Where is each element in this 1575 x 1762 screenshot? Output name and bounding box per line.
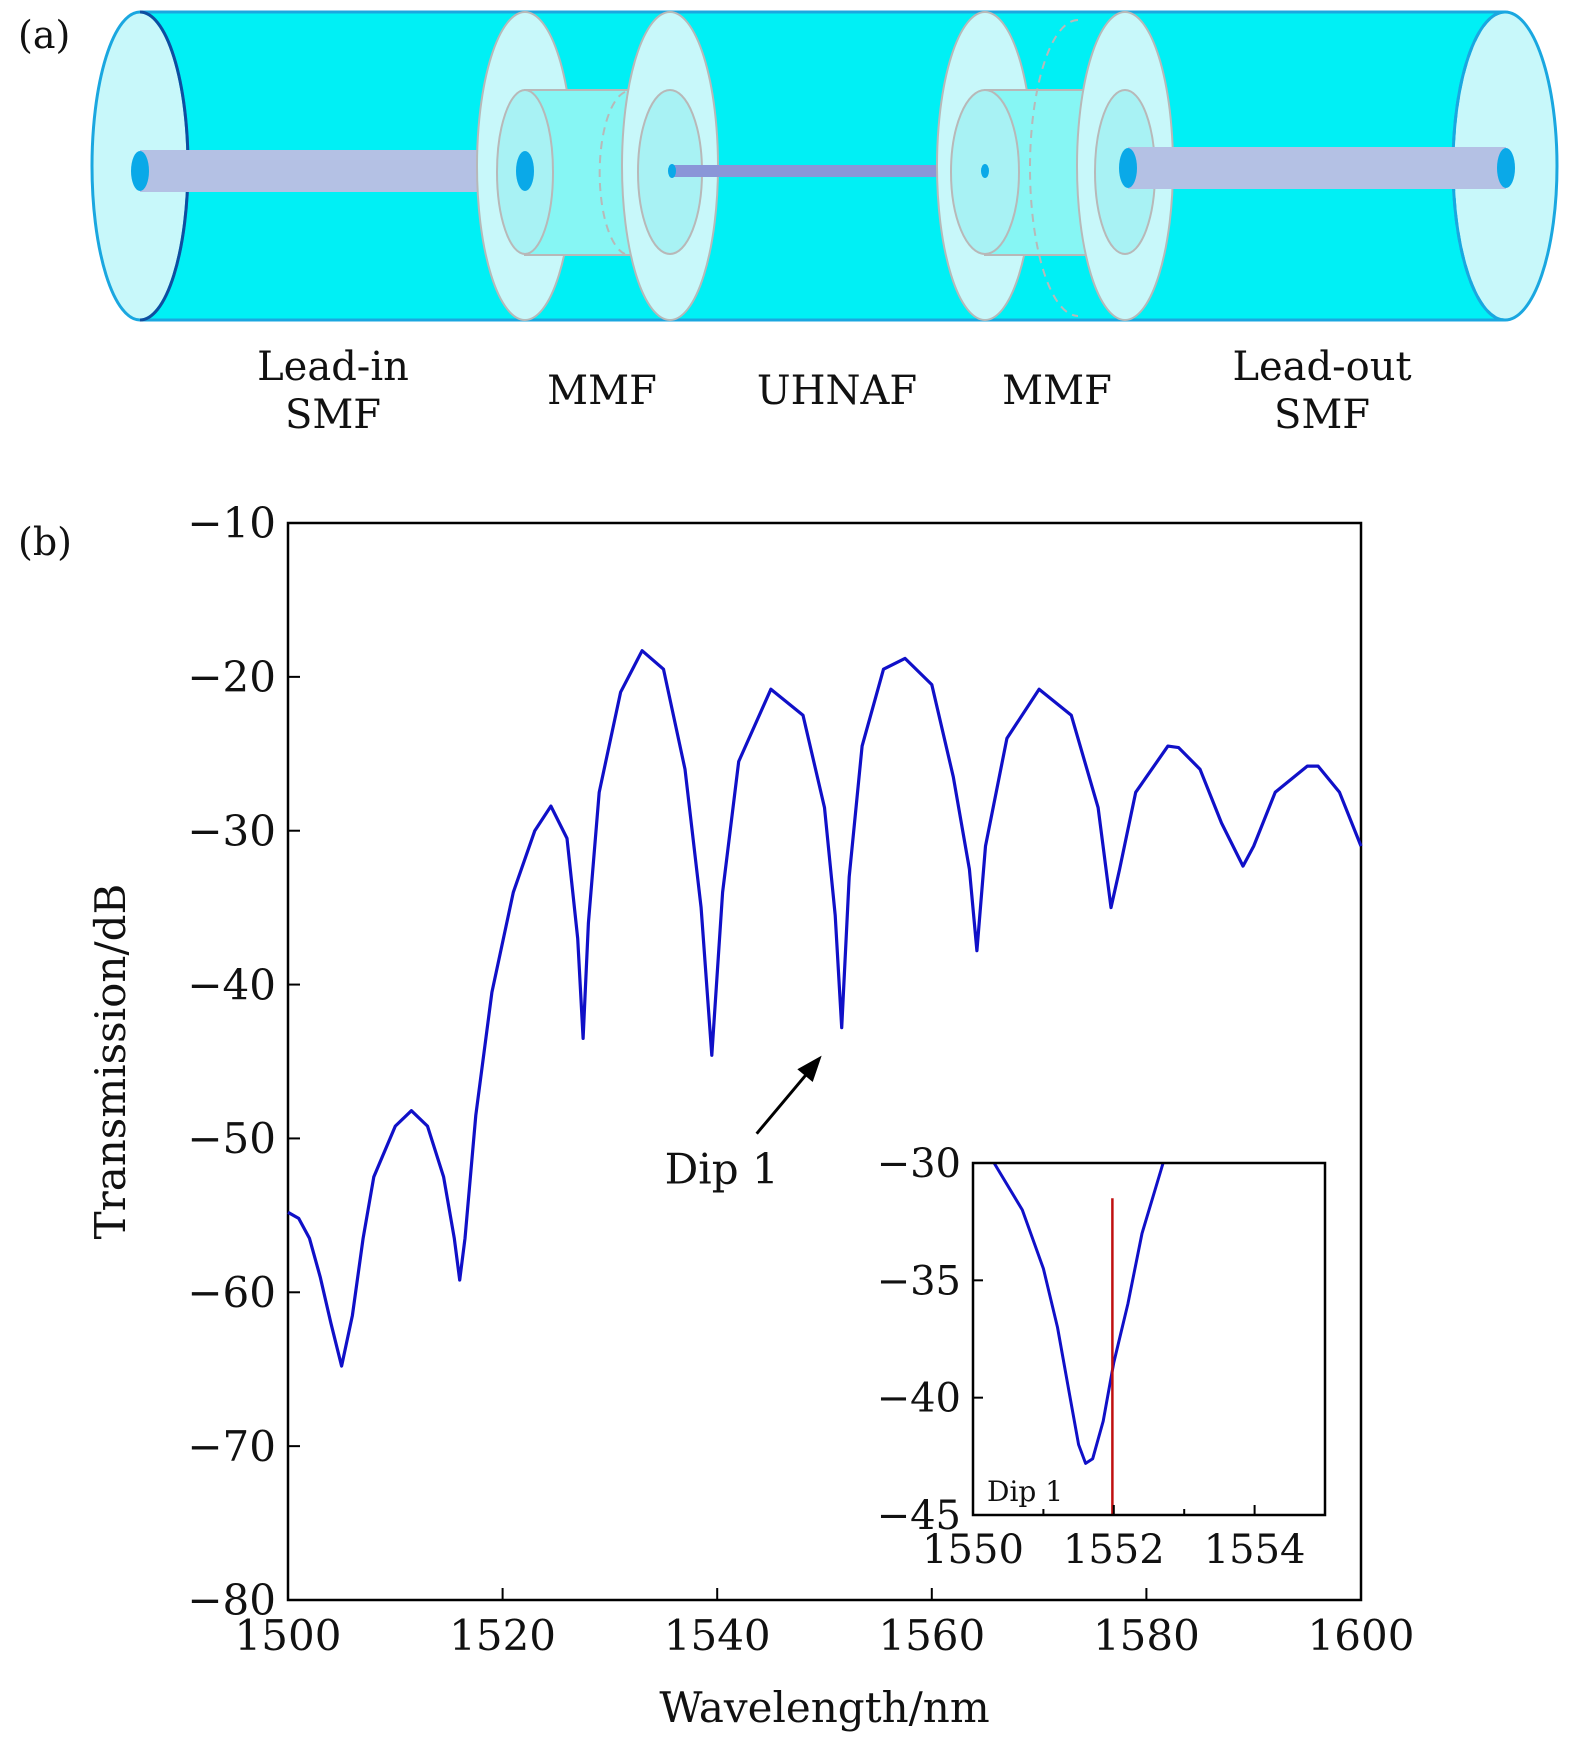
lead-in-core (140, 150, 525, 192)
mmf-right-hidden-edge (1029, 19, 1079, 317)
uhnaf-core-end (981, 164, 989, 178)
label-mmf-right: MMF (1002, 368, 1112, 414)
main-y-tick-label: −70 (187, 1422, 276, 1471)
main-y-tick-label: −40 (187, 960, 276, 1009)
label-mmf-left: MMF (547, 368, 657, 414)
lead-out-core (1128, 147, 1506, 189)
transmission-curve (287, 649, 1363, 1368)
segment-labels: Lead-in SMF MMF UHNAF MMF Lead-out SMF (257, 344, 1411, 438)
label-lead-in-line2: SMF (285, 392, 381, 438)
uhnaf-core-start (668, 164, 676, 178)
inset-axis-ticks (972, 1162, 1326, 1516)
inset-y-tick-label: −45 (877, 1493, 961, 1539)
fiber-body (90, 10, 1559, 322)
label-lead-out-line2: SMF (1274, 392, 1370, 438)
label-uhnaf: UHNAF (757, 368, 917, 414)
main-y-tick-label: −50 (187, 1114, 276, 1163)
inset-y-tick-label: −40 (877, 1376, 961, 1422)
main-plot: 1500 1520 1540 1560 1580 1600 −80 −70 −60 −50 −40 −… (86, 499, 1414, 1732)
main-axis-ticks (287, 522, 1362, 1601)
main-y-tick-label: −10 (187, 499, 276, 548)
panel-a-label: (a) (18, 13, 70, 57)
inset-x-tick-label: 1554 (1204, 1527, 1306, 1573)
main-y-tick-label: −20 (187, 653, 276, 702)
inset-tick-labels: 1550 1552 1554 −45 −40 −35 −30 (877, 1141, 1306, 1573)
y-axis-label: Transmission/dB (86, 884, 135, 1240)
inset-dip-1-label: Dip 1 (987, 1475, 1063, 1508)
lead-in-core-exit (516, 151, 534, 191)
inset-y-tick-label: −35 (877, 1258, 961, 1304)
main-x-tick-label: 1560 (878, 1611, 985, 1660)
dip-1-annotation: Dip 1 (665, 1145, 779, 1194)
inset-background (973, 1163, 1325, 1515)
lead-out-core-end (1497, 148, 1515, 188)
label-lead-in-line1: Lead-in (257, 344, 409, 390)
dip-arrow (755, 1064, 815, 1135)
panel-b-label: (b) (18, 520, 72, 564)
inset-plot: 1550 1552 1554 −45 −40 −35 −30 Dip 1 (877, 1141, 1327, 1573)
main-tick-labels: 1500 1520 1540 1560 1580 1600 −80 −70 −60 −50 −40 −… (187, 499, 1414, 1660)
label-lead-out-line1: Lead-out (1232, 344, 1411, 390)
inset-x-tick-label: 1552 (1063, 1527, 1165, 1573)
main-x-tick-label: 1540 (664, 1611, 771, 1660)
lead-out-core-start (1119, 148, 1137, 188)
inset-curve (992, 1162, 1165, 1465)
mmf-left-hidden-edge (598, 91, 626, 255)
inset-y-tick-label: −30 (877, 1141, 961, 1187)
lead-in-core-end (131, 151, 149, 191)
main-x-tick-label: 1520 (449, 1611, 556, 1660)
inset-x-tick-label: 1550 (922, 1527, 1024, 1573)
inset-frame (971, 1161, 1327, 1517)
dip-arrow-head (797, 1055, 822, 1083)
main-y-tick-label: −80 (187, 1576, 276, 1625)
main-x-tick-label: 1580 (1093, 1611, 1200, 1660)
main-x-tick-label: 1500 (235, 1611, 342, 1660)
main-y-tick-label: −30 (187, 806, 276, 855)
fiber-structure-diagram: (a) (18, 10, 1559, 438)
x-axis-label: Wavelength/nm (659, 1683, 989, 1732)
main-plot-frame (286, 521, 1363, 1602)
main-y-tick-label: −60 (187, 1268, 276, 1317)
main-x-tick-label: 1600 (1308, 1611, 1415, 1660)
uhnaf-core (672, 165, 985, 177)
